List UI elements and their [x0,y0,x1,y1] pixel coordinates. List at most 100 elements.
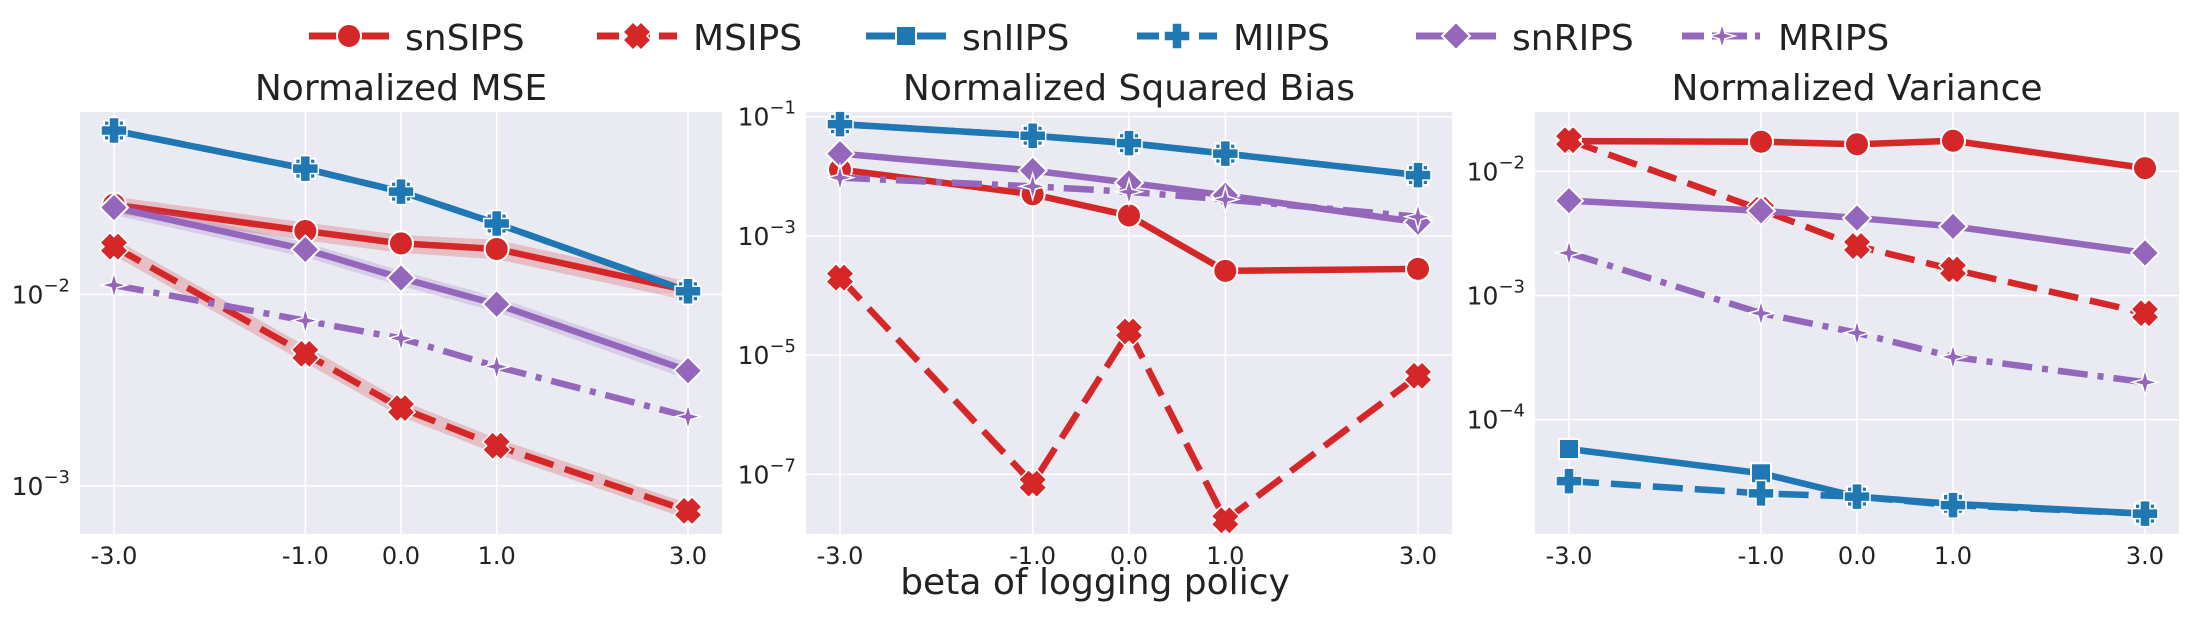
data-point [1553,237,1585,269]
series-msips [98,231,704,526]
y-tick-label: 10−3 [1467,276,1525,310]
circle-marker-icon [309,23,389,49]
data-point [480,350,513,383]
data-point [1555,467,1583,495]
data-point [1553,125,1585,156]
data-point [1844,131,1870,158]
data-point [291,154,320,183]
data-point [385,262,417,294]
plus-marker-icon [1137,22,1217,50]
x-tick-label: 1.0 [478,542,516,570]
data-point [1113,176,1145,208]
data-point [1405,255,1431,282]
data-point [1558,438,1580,461]
series-msips [824,262,1434,536]
x-tick-label: -1.0 [1738,542,1785,570]
y-tick-label: 10−3 [738,217,796,251]
series-miips [100,116,702,306]
data-point [1553,185,1585,217]
data-point [1211,139,1240,168]
data-point [824,262,856,293]
x-tick-label: 0.0 [1110,542,1148,570]
panel-title: Normalized MSE [254,68,548,109]
data-point [672,400,704,433]
chart-panel-1: -3.0 -1.0 0.0 1.0 3.0 10−2 10−3 [12,112,722,570]
x-axis-label: beta of logging policy [900,562,1290,603]
data-point [388,230,414,257]
x-marker-icon [597,20,677,52]
data-point [1745,297,1777,329]
chart-panel-3: -3.0 -1.0 0.0 1.0 3.0 10−2 10−3 10−4 [1467,112,2179,570]
x-tick-label: 0.0 [382,542,420,570]
panel-title: Normalized Variance [1671,68,2043,109]
data-point [2129,298,2161,329]
legend: snSIPS MSIPS snIIPS MIIPS snRIPS MRIPS [0,0,2190,70]
y-tick-label: 10−2 [12,276,70,310]
data-point [1017,468,1048,499]
data-point [1939,491,1967,519]
legend-marker [1706,20,1738,52]
x-tick-label: 3.0 [2126,542,2164,570]
data-point [2131,499,2159,528]
series-line [839,120,1419,179]
data-point [1748,128,1774,155]
legend-label: MRIPS [1778,18,1890,59]
data-point [2132,155,2158,182]
data-point [387,177,415,206]
data-point [98,192,130,223]
series-mrips [1553,237,2161,399]
data-point [385,322,417,355]
legend-label: snIIPS [962,18,1070,59]
data-point [1210,505,1241,536]
data-point [826,110,854,138]
confidence-band [114,200,688,380]
data-point [1113,316,1145,347]
series-line [1568,477,2146,517]
data-point [674,277,702,306]
x-tick-label: 0.0 [1838,542,1876,570]
x-tick-label: 3.0 [1399,542,1437,570]
data-point [1937,254,1969,285]
data-point [1747,479,1775,508]
series-mrips [824,161,1434,233]
series-line [113,127,690,295]
data-point [1937,210,1969,242]
data-point [672,355,704,387]
legend-marker [621,20,653,52]
data-point [1402,200,1434,233]
data-point [289,234,321,265]
legend-label: snRIPS [1512,18,1634,59]
y-tick-label: 10−1 [738,98,796,132]
series-miips [826,110,1432,189]
data-point [1016,170,1049,203]
data-point [98,269,130,301]
y-tick-label: 10−3 [12,467,70,501]
data-point [1745,195,1777,227]
data-point [1404,161,1432,189]
data-point [1843,482,1871,511]
data-point [1402,360,1434,391]
data-point [2129,366,2161,399]
x-tick-label: -3.0 [817,542,864,570]
data-point [2129,237,2161,269]
legend-label: MSIPS [693,18,803,59]
legend-label: MIIPS [1233,18,1330,59]
data-point [1841,202,1873,234]
data-point [1209,183,1242,216]
x-tick-label: -3.0 [1546,542,1593,570]
data-point [672,495,704,526]
data-point [1115,129,1143,157]
data-point [100,116,128,145]
data-point [824,161,856,194]
diamond-marker-icon [1416,20,1496,52]
x-tick-label: 3.0 [669,542,707,570]
data-point [481,288,513,320]
x-tick-label: -3.0 [91,542,138,570]
y-tick-label: 10−4 [1467,401,1525,435]
x-tick-label: 1.0 [1206,542,1244,570]
legend-marker [1163,22,1191,50]
square-marker-icon [866,25,946,47]
data-point [1841,317,1873,349]
data-point [1940,127,1966,154]
